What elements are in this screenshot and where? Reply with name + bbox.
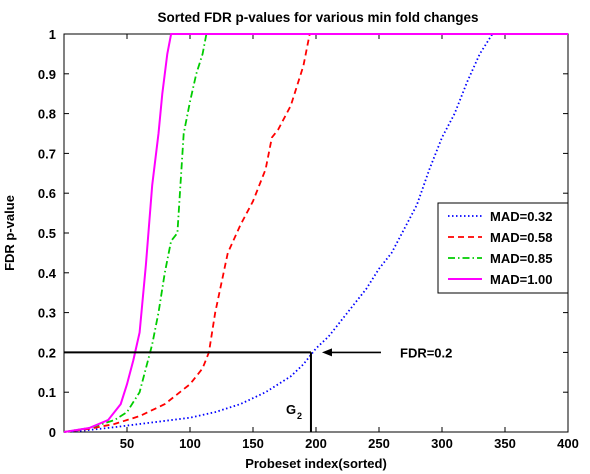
y-tick-label: 0.8 [38, 107, 56, 122]
y-tick-label: 0 [49, 425, 56, 440]
y-tick-label: 1 [49, 27, 56, 42]
x-tick-label: 250 [368, 436, 390, 451]
series-line-3 [63, 33, 568, 433]
legend-label-2: MAD=0.58 [490, 230, 553, 245]
legend: MAD=0.32 MAD=0.58 MAD=0.85 MAD=1.00 [437, 202, 569, 294]
y-axis: 0 0.1 0.2 0.3 0.4 0.5 0.6 0.7 0.8 0.9 1 [38, 27, 568, 440]
y-tick-label: 0.5 [38, 226, 56, 241]
legend-label-3: MAD=0.85 [490, 251, 553, 266]
annotation-layer: FDR=0.2 G 2 [64, 345, 452, 432]
y-tick-label: 0.2 [38, 345, 56, 360]
series-line-1 [63, 33, 568, 433]
x-tick-label: 350 [494, 436, 516, 451]
g2-label: G [286, 402, 296, 417]
fdr-label: FDR=0.2 [400, 345, 452, 360]
x-axis-label: Probeset index(sorted) [245, 456, 387, 471]
y-tick-label: 0.1 [38, 385, 56, 400]
series-line-4 [63, 33, 568, 433]
y-tick-label: 0.9 [38, 67, 56, 82]
x-axis: 50 100 150 200 250 300 350 400 [120, 34, 579, 451]
x-tick-label: 400 [557, 436, 579, 451]
fdr-arrow-head [321, 348, 332, 357]
x-tick-label: 100 [179, 436, 201, 451]
g2-subscript: 2 [297, 411, 302, 421]
x-tick-label: 150 [242, 436, 264, 451]
x-tick-label: 50 [120, 436, 134, 451]
y-tick-label: 0.6 [38, 186, 56, 201]
chart-title: Sorted FDR p-values for various min fold… [157, 10, 478, 25]
legend-label-4: MAD=1.00 [490, 272, 553, 287]
y-tick-label: 0.7 [38, 146, 56, 161]
series-layer [63, 33, 568, 433]
y-tick-label: 0.3 [38, 306, 56, 321]
y-axis-label: FDR p-value [2, 195, 17, 271]
x-tick-label: 200 [305, 436, 327, 451]
x-tick-label: 300 [431, 436, 453, 451]
legend-label-1: MAD=0.32 [490, 209, 553, 224]
y-tick-label: 0.4 [38, 266, 57, 281]
